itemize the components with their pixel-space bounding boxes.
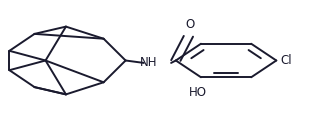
Text: O: O — [185, 18, 195, 31]
Text: NH: NH — [139, 56, 157, 69]
Text: HO: HO — [189, 86, 207, 99]
Text: Cl: Cl — [280, 54, 292, 67]
